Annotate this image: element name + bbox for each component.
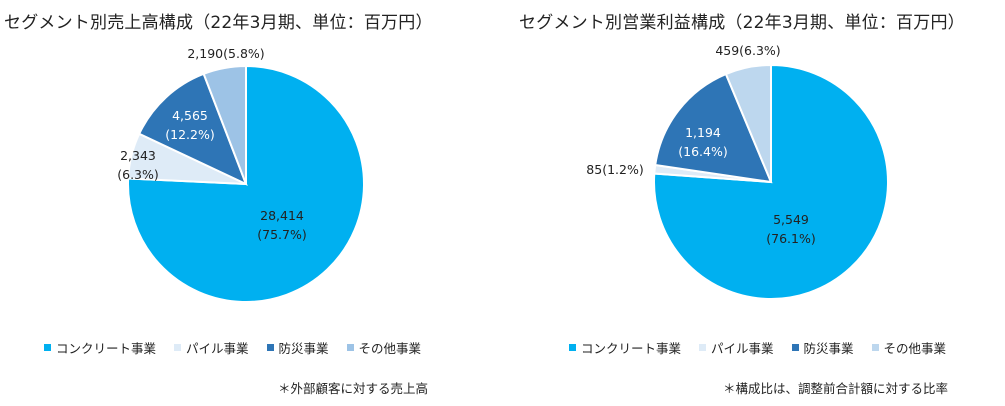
legend-label: コンクリート事業 bbox=[581, 341, 682, 356]
sales-chart-panel: セグメント別売上高構成（22年3月期、単位：百万円） 28,414 (75.7%)… bbox=[0, 0, 500, 406]
slice-percent-label: (76.1%) bbox=[766, 231, 815, 246]
chart-title: セグメント別売上高構成（22年3月期、単位：百万円） bbox=[4, 13, 433, 33]
slice-value-label: 2,190(5.8%) bbox=[187, 46, 264, 61]
legend-label: その他事業 bbox=[358, 341, 422, 356]
legend-swatch bbox=[266, 344, 274, 351]
slice-value: 459 bbox=[715, 43, 739, 58]
slice-value-label: 2,343 bbox=[120, 148, 156, 163]
slice-value-label: 459(6.3%) bbox=[715, 43, 780, 58]
slice-value: 2,190 bbox=[187, 46, 223, 61]
slice-percent: (6.3%) bbox=[739, 43, 781, 58]
chart-footnote: ＊構成比は、調整前合計額に対する比率 bbox=[723, 381, 949, 396]
legend-swatch bbox=[44, 344, 51, 351]
pie-slice bbox=[724, 63, 772, 183]
slice-value-label: 1,194 bbox=[685, 125, 721, 140]
slice-value-label: 28,414 bbox=[260, 208, 304, 223]
profit-chart-panel: セグメント別営業利益構成（22年3月期、単位：百万円） 5,549 (76.1%)… bbox=[505, 0, 1005, 406]
legend-label: パイル事業 bbox=[186, 341, 249, 356]
legend-swatch bbox=[174, 344, 182, 351]
slice-percent: (1.2%) bbox=[602, 162, 644, 177]
pie-slice bbox=[137, 72, 248, 186]
legend-item: コンクリート事業 bbox=[569, 338, 681, 357]
legend-item: パイル事業 bbox=[174, 338, 249, 357]
slice-percent-label: (12.2%) bbox=[165, 127, 214, 142]
legend-swatch bbox=[791, 344, 799, 351]
slice-value-label: 5,549 bbox=[773, 212, 809, 227]
slice-value-label: 4,565 bbox=[172, 108, 208, 123]
legend-item: パイル事業 bbox=[699, 338, 774, 357]
sales-pie-chart: 28,414 (75.7%) 2,343 (6.3%) 4,565 (12.2%) 2,19… bbox=[117, 46, 365, 303]
slice-percent: (5.8%) bbox=[223, 46, 265, 61]
pie-slice bbox=[654, 72, 773, 184]
legend-item: その他事業 bbox=[871, 338, 947, 357]
chart-title: セグメント別営業利益構成（22年3月期、単位：百万円） bbox=[519, 13, 965, 33]
chart-legend: コンクリート事業 パイル事業 防災事業 その他事業 bbox=[569, 338, 946, 357]
chart-footnote: ＊外部顧客に対する売上高 bbox=[278, 381, 429, 396]
legend-item: その他事業 bbox=[346, 338, 422, 357]
chart-legend: コンクリート事業 パイル事業 防災事業 その他事業 bbox=[44, 338, 421, 357]
profit-pie-chart: 5,549 (76.1%) 85(1.2%) 1,194 (16.4%) 459(6.3%… bbox=[586, 43, 889, 300]
slice-percent-label: (16.4%) bbox=[678, 144, 727, 159]
pie-slice bbox=[202, 64, 247, 185]
legend-label: その他事業 bbox=[883, 341, 947, 356]
legend-item: 防災事業 bbox=[266, 338, 329, 357]
legend-item: コンクリート事業 bbox=[44, 338, 156, 357]
legend-swatch bbox=[569, 344, 576, 351]
pie-slice bbox=[653, 63, 889, 300]
legend-label: コンクリート事業 bbox=[56, 341, 157, 356]
legend-label: パイル事業 bbox=[711, 341, 774, 356]
slice-percent-label: (6.3%) bbox=[117, 167, 159, 182]
slice-value-label: 85(1.2%) bbox=[586, 162, 643, 177]
legend-item: 防災事業 bbox=[791, 338, 854, 357]
legend-swatch bbox=[699, 344, 707, 351]
legend-label: 防災事業 bbox=[803, 341, 854, 356]
slice-percent-label: (75.7%) bbox=[257, 227, 306, 242]
legend-swatch bbox=[871, 344, 879, 351]
legend-label: 防災事業 bbox=[278, 341, 329, 356]
slice-value: 85 bbox=[586, 162, 602, 177]
legend-swatch bbox=[346, 344, 354, 351]
